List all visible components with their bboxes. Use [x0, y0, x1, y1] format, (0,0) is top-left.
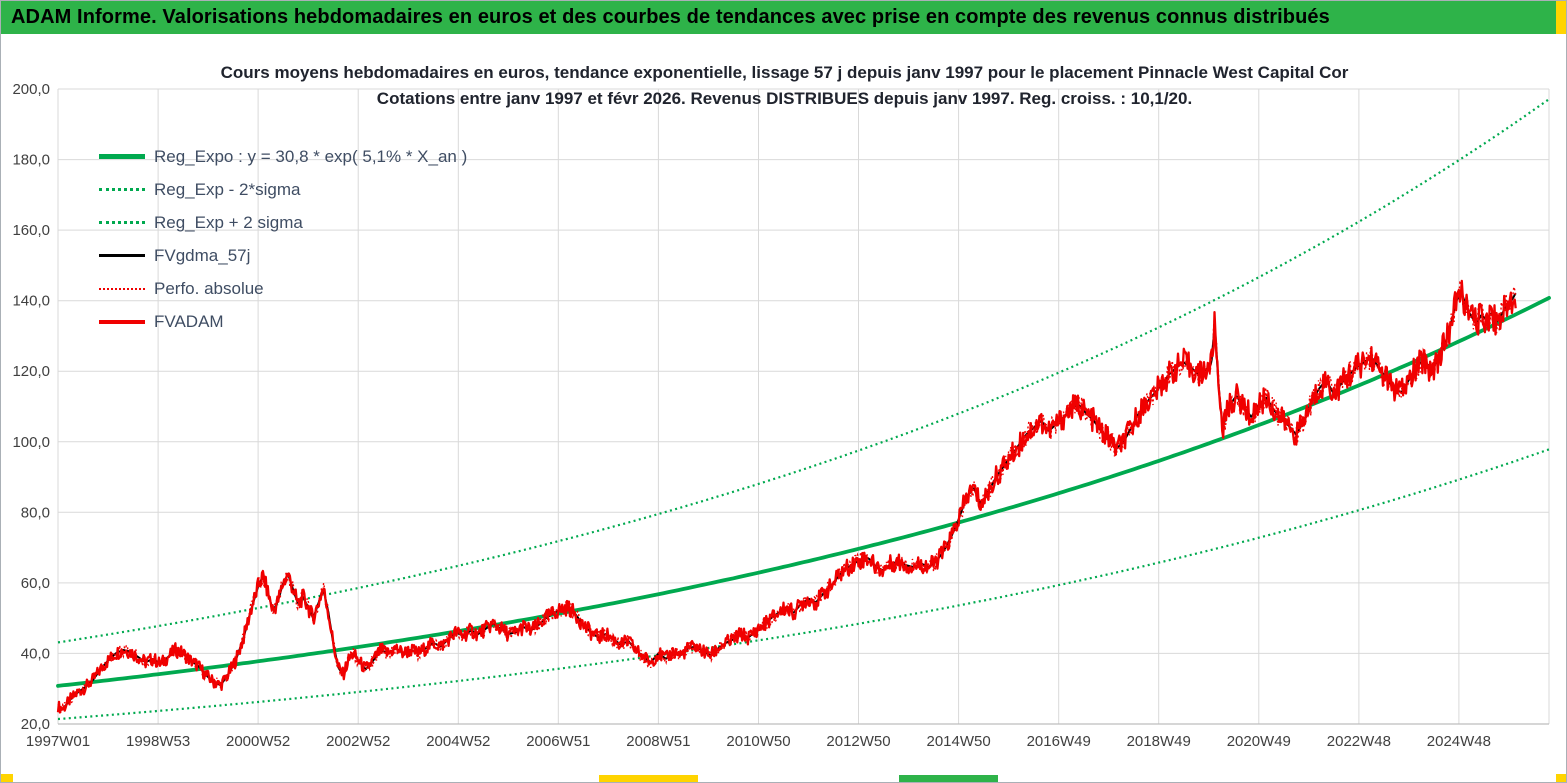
legend-item-3: FVgdma_57j: [99, 239, 467, 272]
chart-legend: Reg_Expo : y = 30,8 * exp( 5,1% * X_an )…: [99, 140, 467, 338]
svg-text:2010W50: 2010W50: [726, 733, 790, 750]
top-right-yellow-accent: [1556, 1, 1566, 35]
svg-text:40,0: 40,0: [21, 645, 50, 662]
legend-solid-line-swatch: [99, 319, 145, 324]
legend-item-0: Reg_Expo : y = 30,8 * exp( 5,1% * X_an ): [99, 140, 467, 173]
svg-text:120,0: 120,0: [12, 363, 50, 380]
svg-text:2016W49: 2016W49: [1027, 733, 1091, 750]
svg-text:20,0: 20,0: [21, 716, 50, 733]
svg-text:2000W52: 2000W52: [226, 733, 290, 750]
header-title: ADAM Informe. Valorisations hebdomadaire…: [11, 6, 1330, 28]
legend-solid-line-swatch: [99, 254, 145, 257]
legend-item-1: Reg_Exp - 2*sigma: [99, 173, 467, 206]
svg-text:2006W51: 2006W51: [526, 733, 590, 750]
legend-label: FVgdma_57j: [154, 245, 251, 265]
svg-text:1998W53: 1998W53: [126, 733, 190, 750]
svg-text:160,0: 160,0: [12, 222, 50, 239]
legend-label: Perfo. absolue: [154, 278, 264, 298]
svg-text:2022W48: 2022W48: [1327, 733, 1391, 750]
bottom-yellow-bar: [599, 775, 698, 782]
svg-text:2014W50: 2014W50: [926, 733, 990, 750]
bottom-right-yellow-accent: [1556, 774, 1566, 782]
legend-solid-line-swatch: [99, 154, 145, 159]
svg-text:2012W50: 2012W50: [826, 733, 890, 750]
svg-text:180,0: 180,0: [12, 152, 50, 169]
svg-text:1997W01: 1997W01: [26, 733, 90, 750]
legend-item-2: Reg_Exp + 2 sigma: [99, 206, 467, 239]
svg-text:80,0: 80,0: [21, 504, 50, 521]
svg-text:200,0: 200,0: [12, 81, 50, 98]
chart-title: Cours moyens hebdomadaires en euros, ten…: [1, 60, 1566, 112]
svg-text:2004W52: 2004W52: [426, 733, 490, 750]
svg-text:2020W49: 2020W49: [1227, 733, 1291, 750]
svg-text:2002W52: 2002W52: [326, 733, 390, 750]
legend-dotted-line-swatch: [99, 221, 145, 224]
svg-text:2024W48: 2024W48: [1427, 733, 1491, 750]
legend-dotted-line-swatch: [99, 188, 145, 191]
legend-item-5: FVADAM: [99, 305, 467, 338]
svg-text:60,0: 60,0: [21, 575, 50, 592]
legend-item-4: Perfo. absolue: [99, 272, 467, 305]
legend-label: Reg_Exp + 2 sigma: [154, 212, 303, 232]
legend-label: FVADAM: [154, 311, 224, 331]
header-banner: ADAM Informe. Valorisations hebdomadaire…: [1, 1, 1558, 34]
svg-text:2008W51: 2008W51: [626, 733, 690, 750]
chart-title-line1: Cours moyens hebdomadaires en euros, ten…: [220, 63, 1349, 82]
bottom-green-bar: [899, 775, 998, 782]
svg-text:2018W49: 2018W49: [1127, 733, 1191, 750]
svg-text:140,0: 140,0: [12, 293, 50, 310]
chart-plot: 20,0 40,0 60,0 80,0 100,0 120,0 140,0 160,0 180,…: [12, 81, 1551, 750]
legend-label: Reg_Exp - 2*sigma: [154, 179, 301, 199]
chart-area: 20,0 40,0 60,0 80,0 100,0 120,0 140,0 160,0 180,…: [1, 34, 1566, 782]
legend-label: Reg_Expo : y = 30,8 * exp( 5,1% * X_an ): [154, 146, 468, 166]
chart-title-line2: Cotations entre janv 1997 et févr 2026. …: [376, 89, 1193, 108]
bottom-left-yellow-accent: [1, 774, 13, 782]
svg-text:100,0: 100,0: [12, 434, 50, 451]
legend-dotted-line-swatch: [99, 287, 145, 290]
